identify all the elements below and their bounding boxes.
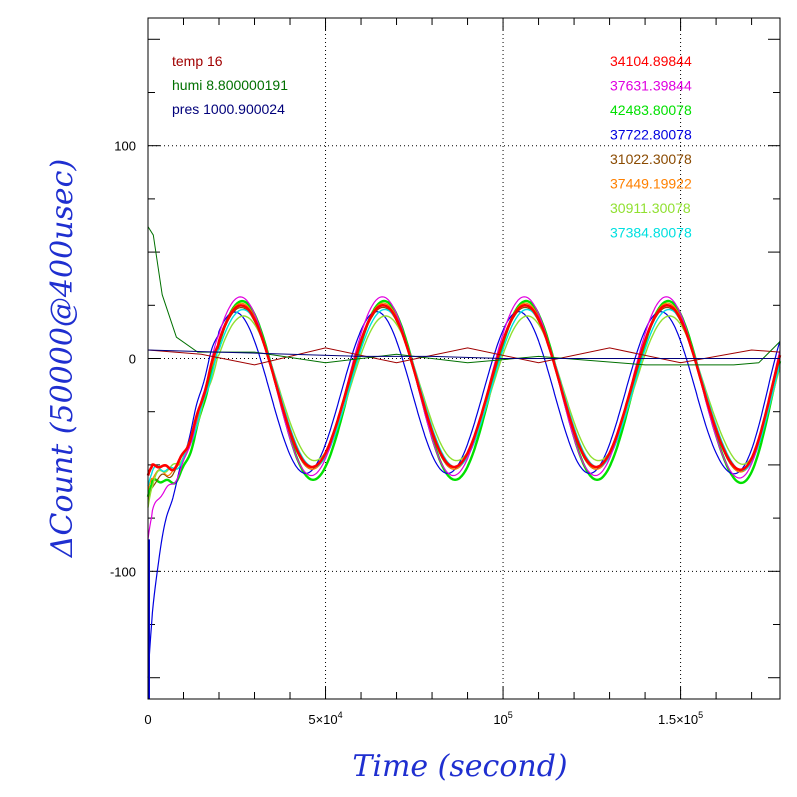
y-tick-label-0: 100 bbox=[114, 139, 136, 154]
series-layer bbox=[146, 296, 782, 699]
legend-left-item-0: temp 16 bbox=[172, 53, 223, 69]
plot-frame bbox=[147, 17, 781, 700]
env-line-pres bbox=[147, 349, 780, 359]
legend-left-item-1: humi 8.800000191 bbox=[172, 77, 288, 93]
x-tick-label-0: 0 bbox=[144, 712, 151, 727]
legend-right: 34104.89844 37631.39844 42483.80078 37722.8… bbox=[610, 53, 692, 241]
series-line-1 bbox=[147, 311, 781, 678]
legend-right-item-0: 34104.89844 bbox=[610, 53, 692, 69]
legend-right-item-2: 42483.80078 bbox=[610, 102, 692, 118]
x-axis-title: Time (second) bbox=[352, 749, 567, 784]
legend-right-item-1: 37631.39844 bbox=[610, 78, 692, 94]
legend-right-item-6: 30911.30078 bbox=[610, 200, 691, 216]
legend-right-item-5: 37449.19922 bbox=[610, 176, 692, 192]
legend-left-item-2: pres 1000.900024 bbox=[172, 101, 285, 117]
minor-ticks bbox=[148, 18, 780, 699]
y-tick-label-2: -100 bbox=[110, 564, 136, 579]
legend-right-item-7: 37384.80078 bbox=[610, 225, 692, 241]
environment-series-layer bbox=[147, 226, 781, 366]
series-line-7 bbox=[146, 304, 782, 476]
legend-right-item-4: 31022.30078 bbox=[610, 151, 692, 167]
series-line-4 bbox=[147, 315, 781, 508]
env-line-humi bbox=[147, 226, 781, 366]
y-tick-labels: 100 0 -100 bbox=[110, 139, 136, 580]
series-line-6 bbox=[147, 296, 781, 540]
y-axis-title: ΔCount (50000@400usec) bbox=[45, 159, 80, 558]
y-tick-label-1: 0 bbox=[129, 352, 136, 367]
legend-left: temp 16 humi 8.800000191 pres 1000.900024 bbox=[172, 53, 288, 117]
legend-right-item-3: 37722.80078 bbox=[610, 127, 692, 143]
x-tick-label-1: 5×104 bbox=[308, 710, 342, 727]
x-tick-label-3: 1.5×105 bbox=[658, 710, 703, 727]
